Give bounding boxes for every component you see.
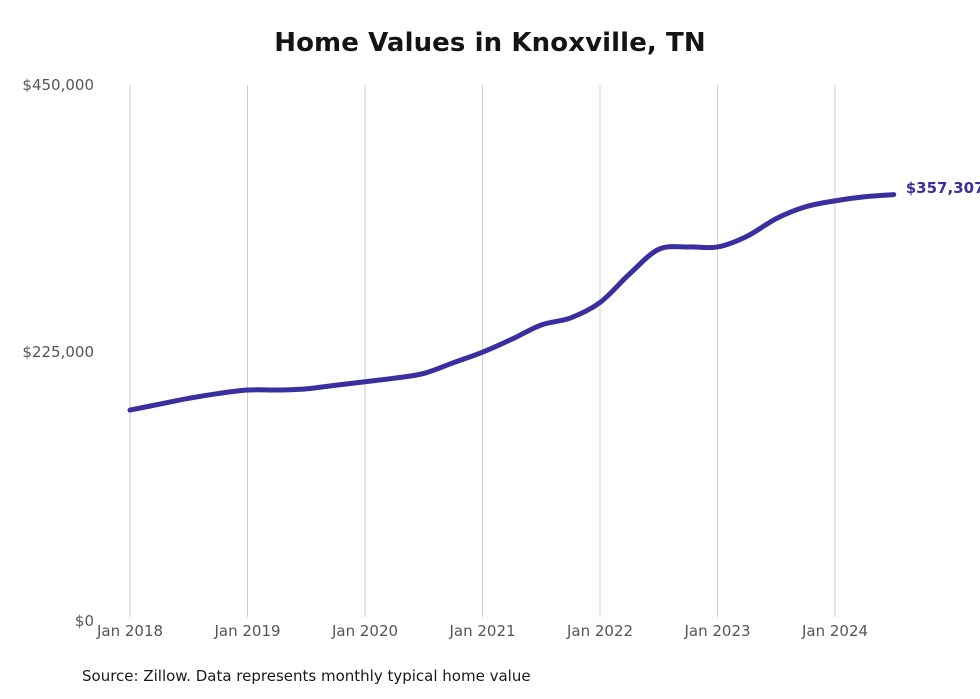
line-chart-svg — [127, 85, 897, 617]
home-value-line — [127, 192, 897, 413]
y-axis-tick-label-middle: $225,000 — [22, 343, 94, 361]
y-axis-tick-label-bottom: $0 — [74, 612, 94, 630]
vertical-gridlines — [129, 85, 836, 617]
source-note: Source: Zillow. Data represents monthly … — [82, 667, 531, 685]
y-axis-tick-label-top: $450,000 — [22, 76, 94, 94]
x-axis-tick-label: Jan 2024 — [801, 622, 869, 640]
x-axis-tick-label: Jan 2022 — [566, 622, 634, 640]
x-axis-tick-label: Jan 2019 — [214, 622, 281, 640]
page-title: Home Values in Knoxville, TN — [274, 28, 706, 58]
x-axis-tick-label: Jan 2020 — [331, 622, 399, 640]
x-axis-tick-label: Jan 2018 — [96, 622, 164, 640]
x-axis-tick-label: Jan 2021 — [449, 622, 516, 640]
plot-area — [127, 85, 897, 617]
end-value-annotation: $357,307 — [905, 178, 980, 197]
x-axis-tick-label: Jan 2023 — [684, 622, 751, 640]
